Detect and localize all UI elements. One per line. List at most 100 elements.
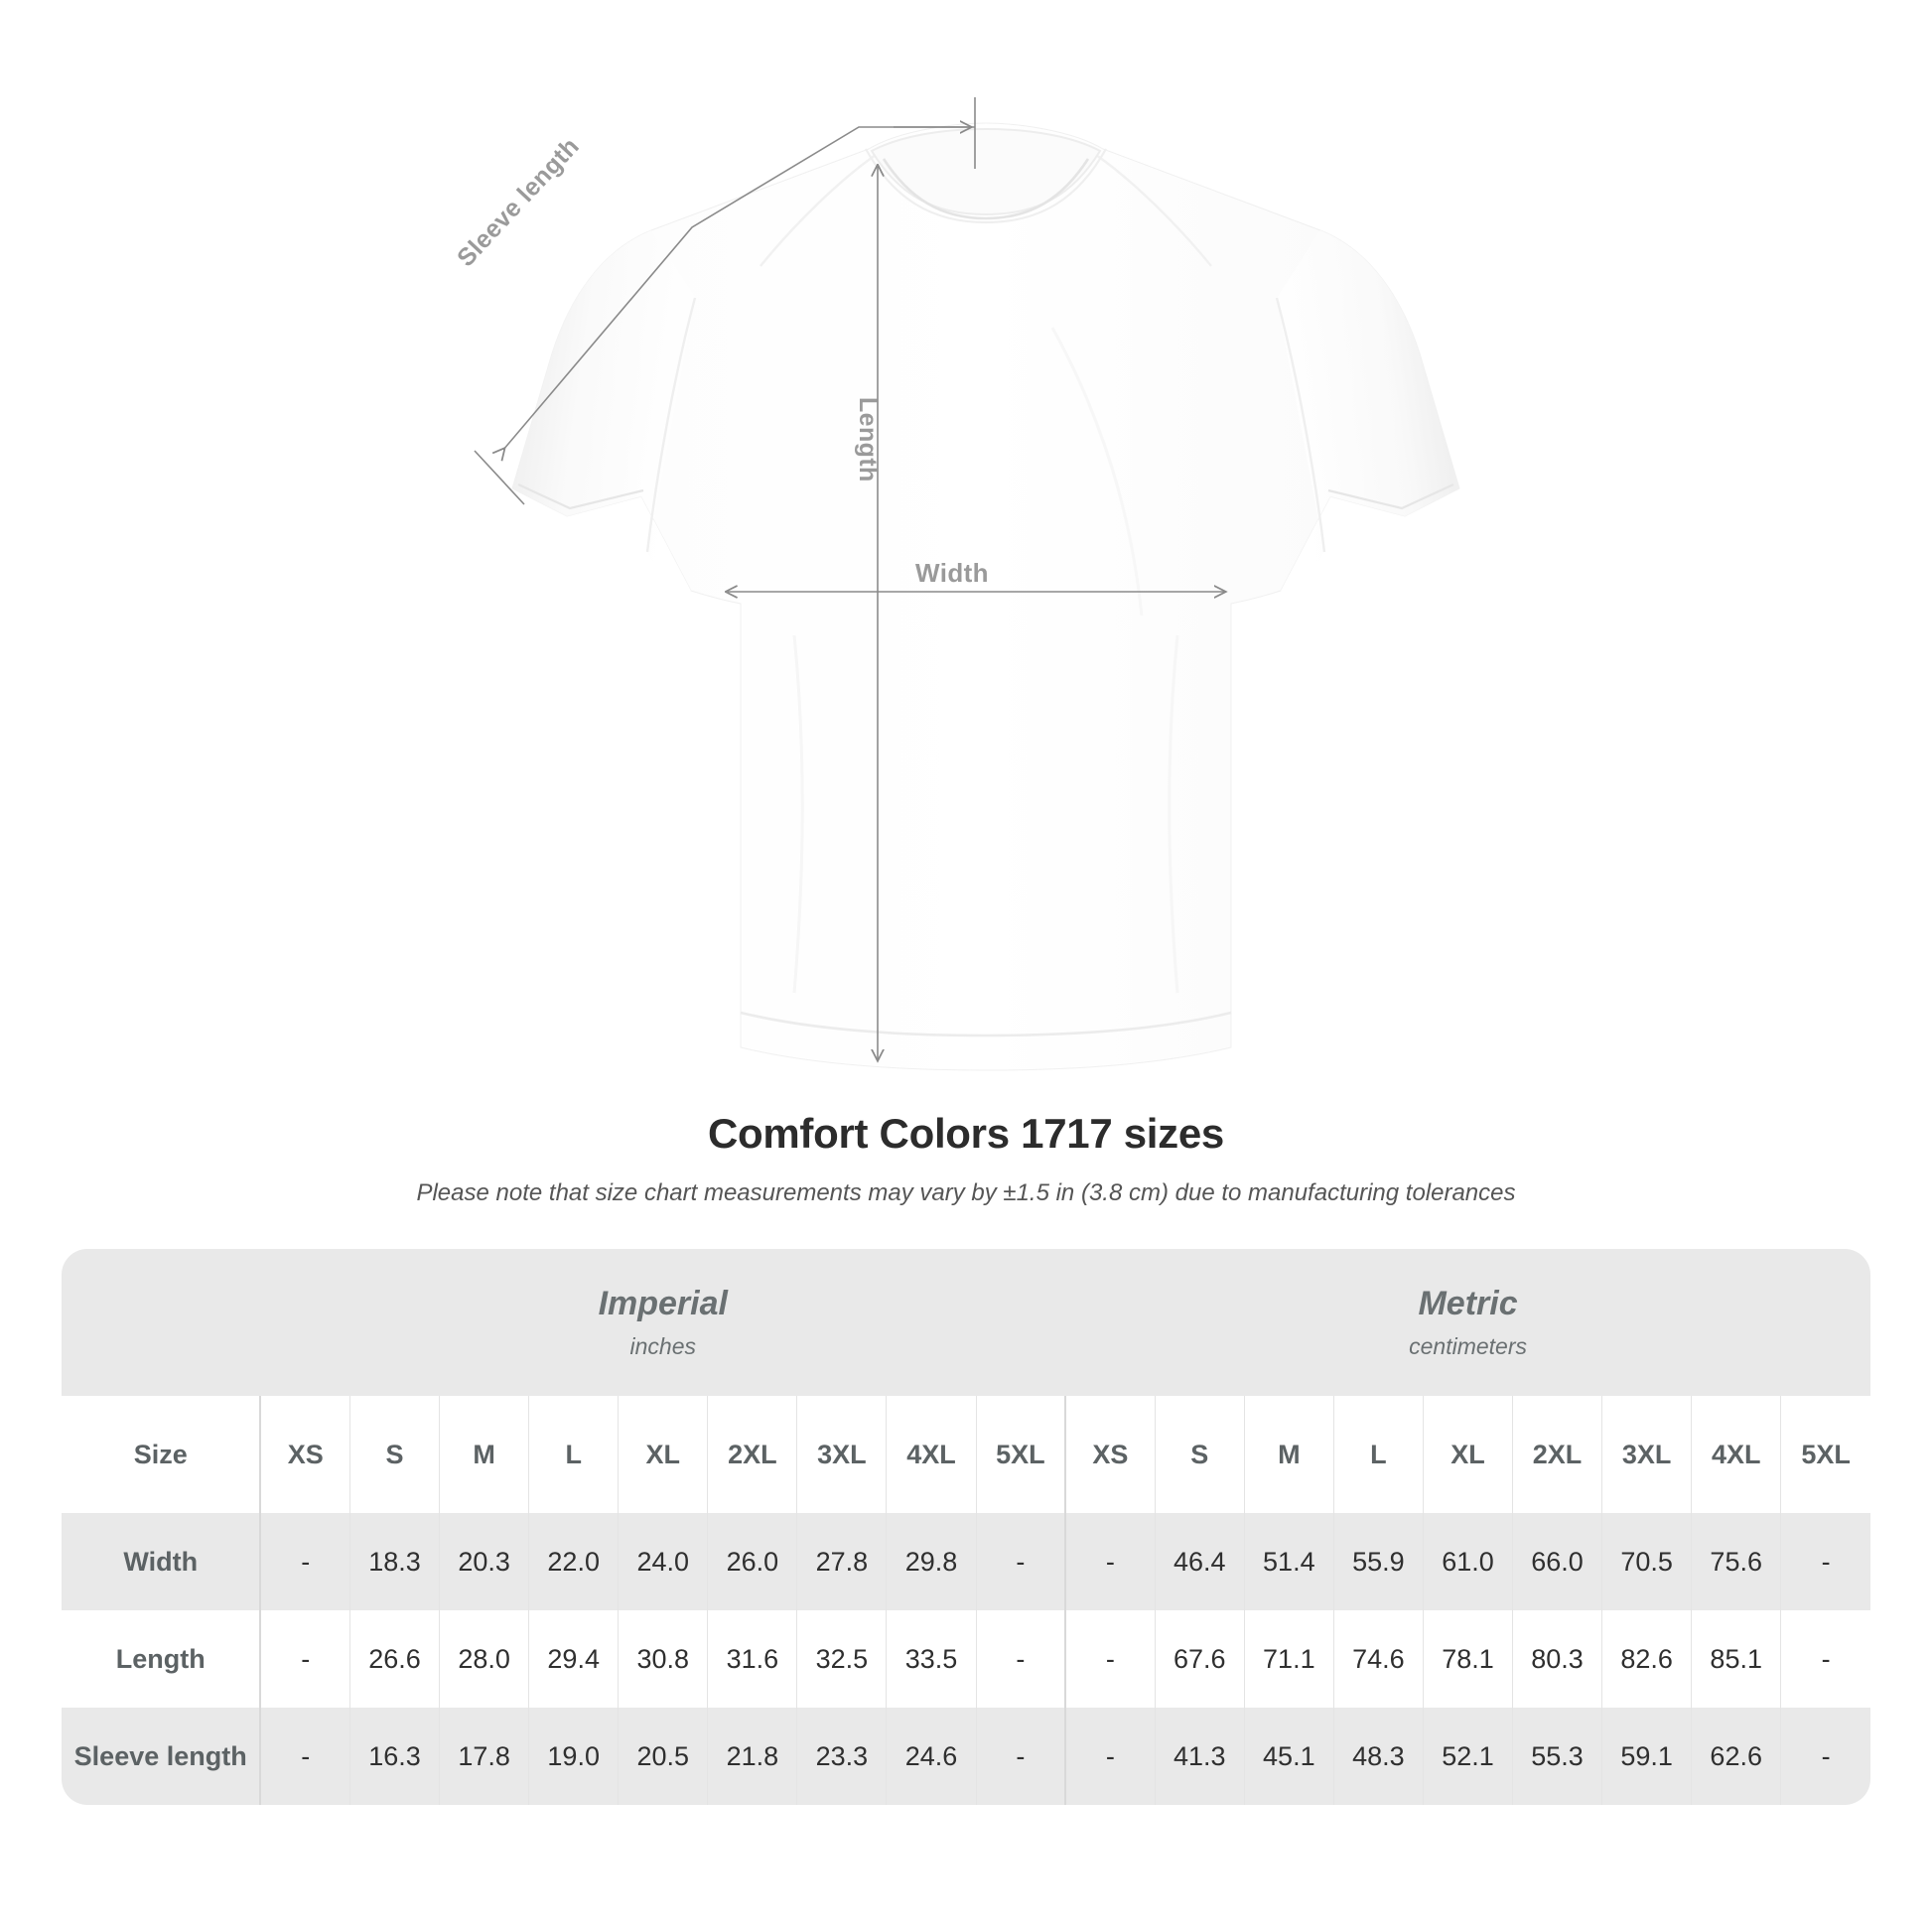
cell-sleeve-length-metric-s: 41.3 — [1154, 1708, 1245, 1805]
cell-sleeve-length-imperial-4xl: 24.6 — [886, 1708, 977, 1805]
size-chart-heading: Comfort Colors 1717 sizes Please note th… — [0, 1110, 1932, 1207]
unit-banner-row: Imperial inches Metric centimeters — [62, 1249, 1870, 1396]
fabric-fold-chest — [1050, 327, 1144, 617]
cell-width-metric-5xl: - — [1780, 1513, 1870, 1610]
right-shoulder-seam — [1095, 154, 1212, 267]
cell-length-metric-m: 71.1 — [1243, 1610, 1334, 1708]
size-header-metric-xs: XS — [1064, 1396, 1156, 1513]
size-header-metric-m: M — [1243, 1396, 1334, 1513]
cell-length-imperial-5xl: - — [975, 1610, 1066, 1708]
size-header-imperial-4xl: 4XL — [886, 1396, 977, 1513]
tolerance-note: Please note that size chart measurements… — [416, 1179, 1516, 1206]
cell-sleeve-length-metric-4xl: 62.6 — [1691, 1708, 1781, 1805]
cell-sleeve-length-metric-l: 48.3 — [1332, 1708, 1424, 1805]
length-label: Length — [854, 397, 882, 483]
size-header-imperial-xs: XS — [259, 1396, 350, 1513]
bottom-hem — [740, 1011, 1232, 1037]
cell-sleeve-length-imperial-xs: - — [259, 1708, 350, 1805]
row-label-sleeve-length: Sleeve length — [62, 1708, 261, 1805]
collar-inner-edge — [882, 158, 1090, 220]
unit-subtitle: centimeters — [1409, 1333, 1527, 1359]
cell-length-imperial-3xl: 32.5 — [796, 1610, 887, 1708]
cell-width-imperial-5xl: - — [975, 1513, 1066, 1610]
cell-length-imperial-l: 29.4 — [528, 1610, 619, 1708]
left-shoulder-seam — [759, 154, 877, 267]
cell-length-metric-5xl: - — [1780, 1610, 1870, 1708]
table-row: Sleeve length -16.3 17.8 19.0 20.5 21.8 23.3 24… — [62, 1708, 1870, 1805]
size-header-imperial-xl: XL — [618, 1396, 708, 1513]
width-label: Width — [915, 558, 989, 588]
tshirt-left-sleeve — [512, 230, 695, 591]
table-row: Length -26.6 28.0 29.4 30.8 31.6 32.5 33.5- -67.… — [62, 1610, 1870, 1708]
cell-width-imperial-4xl: 29.8 — [886, 1513, 977, 1610]
cell-length-metric-s: 67.6 — [1154, 1610, 1245, 1708]
size-header-imperial-5xl: 5XL — [975, 1396, 1066, 1513]
left-armhole-seam — [645, 297, 697, 553]
cell-width-metric-3xl: 70.5 — [1601, 1513, 1692, 1610]
cell-width-metric-xs: - — [1064, 1513, 1156, 1610]
cell-length-metric-l: 74.6 — [1332, 1610, 1424, 1708]
sleeve-bottom-tick — [474, 450, 525, 505]
collar-outer-edge — [865, 148, 1107, 224]
right-armhole-seam — [1275, 297, 1326, 553]
cell-length-imperial-xs: - — [259, 1610, 350, 1708]
cell-width-metric-4xl: 75.6 — [1691, 1513, 1781, 1610]
cell-width-imperial-s: 18.3 — [348, 1513, 440, 1610]
size-header-imperial-m: M — [439, 1396, 529, 1513]
cell-width-metric-2xl: 66.0 — [1512, 1513, 1602, 1610]
row-label-length: Length — [62, 1610, 261, 1708]
cell-length-metric-xs: - — [1064, 1610, 1156, 1708]
size-header-metric-xl: XL — [1422, 1396, 1513, 1513]
cell-length-imperial-m: 28.0 — [439, 1610, 529, 1708]
cell-sleeve-length-metric-xs: - — [1064, 1708, 1156, 1805]
unit-name: Imperial — [598, 1285, 728, 1322]
cell-width-imperial-xl: 24.0 — [618, 1513, 708, 1610]
size-chart-table: Imperial inches Metric centimeters Size XS S M L… — [62, 1249, 1870, 1805]
cell-length-metric-3xl: 82.6 — [1601, 1610, 1692, 1708]
size-header-metric-4xl: 4XL — [1691, 1396, 1781, 1513]
size-header-imperial-s: S — [348, 1396, 440, 1513]
fabric-fold-left — [792, 634, 804, 994]
cell-length-imperial-xl: 30.8 — [618, 1610, 708, 1708]
size-header-imperial-l: L — [528, 1396, 619, 1513]
row-label-width: Width — [62, 1513, 261, 1610]
cell-sleeve-length-metric-3xl: 59.1 — [1601, 1708, 1692, 1805]
cell-length-imperial-s: 26.6 — [348, 1610, 440, 1708]
cell-sleeve-length-imperial-s: 16.3 — [348, 1708, 440, 1805]
size-header-metric-5xl: 5XL — [1780, 1396, 1870, 1513]
size-header-row: Size XS S M L XL 2XL 3XL 4XL 5XL XS S M L XL 2XL 3XL 4XL 5… — [62, 1396, 1870, 1513]
left-sleeve-hem — [517, 483, 644, 510]
tshirt-measurement-diagram: Sleeve length Length Width — [452, 97, 1460, 1071]
cell-width-metric-s: 46.4 — [1154, 1513, 1245, 1610]
cell-sleeve-length-imperial-xl: 20.5 — [618, 1708, 708, 1805]
cell-length-metric-xl: 78.1 — [1422, 1610, 1513, 1708]
measurement-guides — [474, 97, 1225, 1060]
unit-subtitle: inches — [629, 1333, 697, 1359]
cell-width-metric-l: 55.9 — [1332, 1513, 1424, 1610]
tshirt-shape — [511, 122, 1460, 1071]
unit-header-metric: Metric centimeters — [1065, 1249, 1870, 1396]
cell-length-imperial-2xl: 31.6 — [707, 1610, 797, 1708]
size-header-metric-2xl: 2XL — [1512, 1396, 1602, 1513]
size-column-label: Size — [62, 1396, 261, 1513]
size-table-container: Imperial inches Metric centimeters Size XS S M L… — [62, 1249, 1870, 1805]
tshirt-right-sleeve — [1277, 230, 1459, 591]
unit-name: Metric — [1418, 1285, 1518, 1322]
cell-width-metric-m: 51.4 — [1243, 1513, 1334, 1610]
size-header-imperial-2xl: 2XL — [707, 1396, 797, 1513]
cell-width-imperial-3xl: 27.8 — [796, 1513, 887, 1610]
cell-width-imperial-m: 20.3 — [439, 1513, 529, 1610]
cell-width-metric-xl: 61.0 — [1422, 1513, 1513, 1610]
page-title: Comfort Colors 1717 sizes — [707, 1110, 1224, 1157]
fabric-fold-right — [1168, 634, 1179, 994]
table-row: Width -18.3 20.3 22.0 24.0 26.0 27.8 29.8- -46.4… — [62, 1513, 1870, 1610]
unit-header-imperial: Imperial inches — [260, 1249, 1066, 1396]
cell-sleeve-length-imperial-2xl: 21.8 — [707, 1708, 797, 1805]
tshirt-illustration-svg — [474, 97, 1460, 1071]
cell-length-imperial-4xl: 33.5 — [886, 1610, 977, 1708]
cell-width-imperial-l: 22.0 — [528, 1513, 619, 1610]
size-header-metric-l: L — [1332, 1396, 1424, 1513]
cell-width-imperial-2xl: 26.0 — [707, 1513, 797, 1610]
cell-width-imperial-xs: - — [259, 1513, 350, 1610]
cell-length-metric-4xl: 85.1 — [1691, 1610, 1781, 1708]
